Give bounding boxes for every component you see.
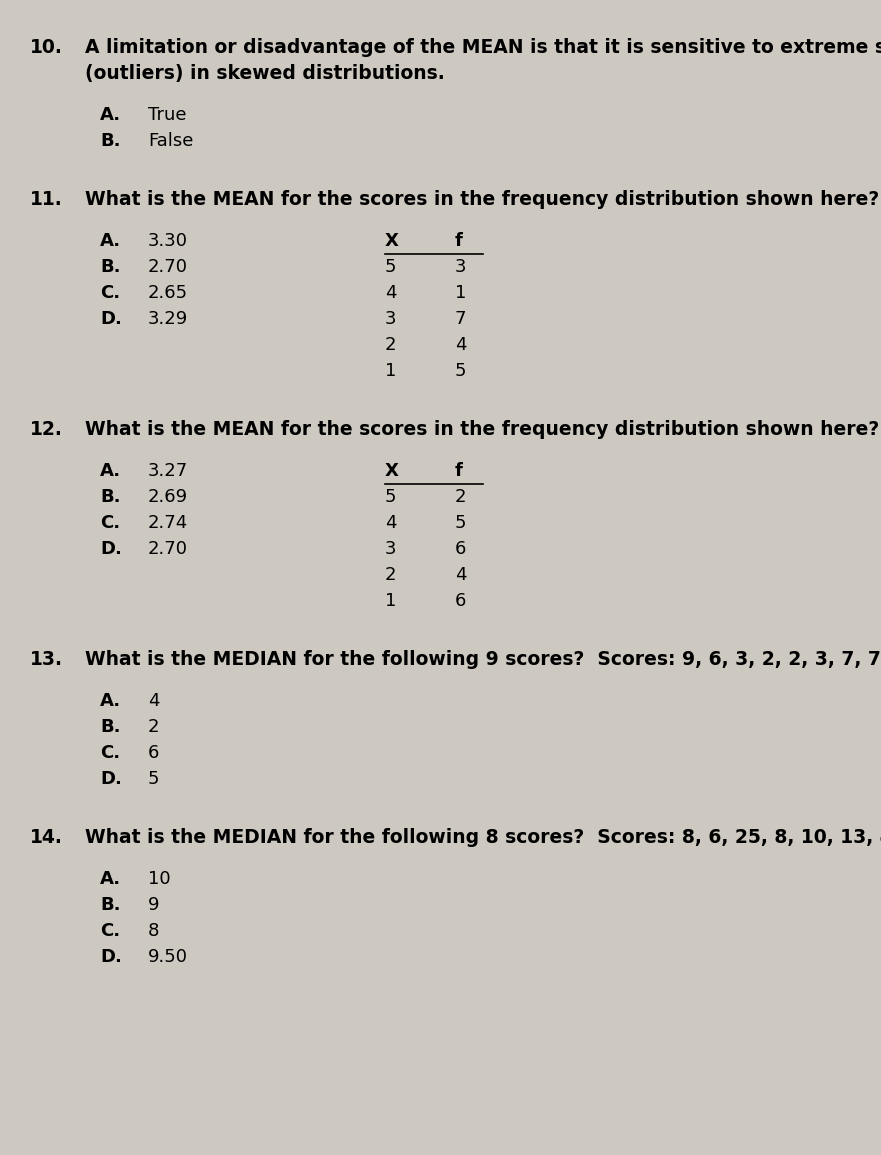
Text: 6: 6 [455,593,466,610]
Text: 8: 8 [148,922,159,940]
Text: 10.: 10. [30,38,63,57]
Text: 2.74: 2.74 [148,514,189,532]
Text: 13.: 13. [30,650,63,669]
Text: B.: B. [100,718,121,736]
Text: 4: 4 [148,692,159,710]
Text: C.: C. [100,744,120,762]
Text: f: f [455,232,463,249]
Text: D.: D. [100,948,122,966]
Text: 1: 1 [385,593,396,610]
Text: 2.70: 2.70 [148,541,188,558]
Text: 5: 5 [455,362,467,380]
Text: 10: 10 [148,870,171,888]
Text: 11.: 11. [30,191,63,209]
Text: 2: 2 [148,718,159,736]
Text: 1: 1 [455,284,466,301]
Text: A.: A. [100,462,121,480]
Text: A.: A. [100,870,121,888]
Text: C.: C. [100,284,120,301]
Text: A.: A. [100,232,121,249]
Text: C.: C. [100,922,120,940]
Text: 4: 4 [385,284,396,301]
Text: B.: B. [100,489,121,506]
Text: 4: 4 [455,336,467,353]
Text: 4: 4 [455,566,467,584]
Text: f: f [455,462,463,480]
Text: What is the MEDIAN for the following 9 scores?  Scores: 9, 6, 3, 2, 2, 3, 7, 7, : What is the MEDIAN for the following 9 s… [85,650,881,669]
Text: 5: 5 [455,514,467,532]
Text: 6: 6 [455,541,466,558]
Text: D.: D. [100,310,122,328]
Text: D.: D. [100,770,122,788]
Text: B.: B. [100,258,121,276]
Text: 7: 7 [455,310,467,328]
Text: A limitation or disadvantage of the MEAN is that it is sensitive to extreme scor: A limitation or disadvantage of the MEAN… [85,38,881,57]
Text: What is the MEDIAN for the following 8 scores?  Scores: 8, 6, 25, 8, 10, 13, 4, : What is the MEDIAN for the following 8 s… [85,828,881,847]
Text: 2.69: 2.69 [148,489,189,506]
Text: 9: 9 [148,896,159,914]
Text: True: True [148,106,187,124]
Text: 5: 5 [385,258,396,276]
Text: 2: 2 [385,336,396,353]
Text: (outliers) in skewed distributions.: (outliers) in skewed distributions. [85,64,445,83]
Text: False: False [148,132,193,150]
Text: 5: 5 [148,770,159,788]
Text: What is the MEAN for the scores in the frequency distribution shown here?: What is the MEAN for the scores in the f… [85,420,879,439]
Text: 3: 3 [455,258,467,276]
Text: 3.30: 3.30 [148,232,188,249]
Text: 14.: 14. [30,828,63,847]
Text: 9.50: 9.50 [148,948,188,966]
Text: 12.: 12. [30,420,63,439]
Text: 4: 4 [385,514,396,532]
Text: D.: D. [100,541,122,558]
Text: C.: C. [100,514,120,532]
Text: X: X [385,462,399,480]
Text: 2.70: 2.70 [148,258,188,276]
Text: 3.29: 3.29 [148,310,189,328]
Text: 2: 2 [455,489,467,506]
Text: What is the MEAN for the scores in the frequency distribution shown here?: What is the MEAN for the scores in the f… [85,191,879,209]
Text: A.: A. [100,106,121,124]
Text: B.: B. [100,132,121,150]
Text: 5: 5 [385,489,396,506]
Text: 3.27: 3.27 [148,462,189,480]
Text: 2.65: 2.65 [148,284,189,301]
Text: 1: 1 [385,362,396,380]
Text: 3: 3 [385,541,396,558]
Text: 2: 2 [385,566,396,584]
Text: 3: 3 [385,310,396,328]
Text: 6: 6 [148,744,159,762]
Text: X: X [385,232,399,249]
Text: A.: A. [100,692,121,710]
Text: B.: B. [100,896,121,914]
